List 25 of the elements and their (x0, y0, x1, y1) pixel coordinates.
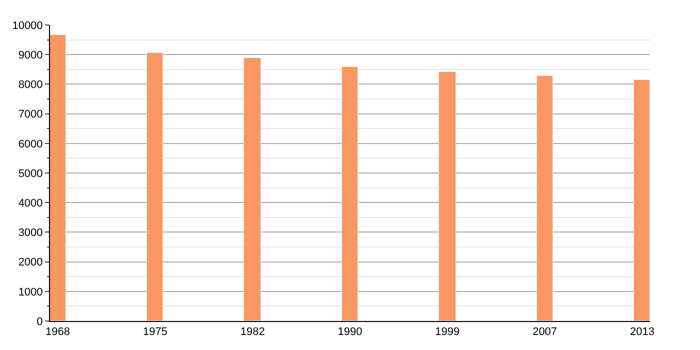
bar (634, 80, 650, 321)
x-tick-label: 1999 (435, 326, 460, 338)
x-tick-label: 1975 (142, 326, 168, 338)
y-tick-label: 8000 (18, 79, 43, 92)
x-tick-label: 2007 (532, 326, 558, 338)
y-tick-label: 5000 (18, 168, 43, 180)
y-tick-label: 10000 (12, 20, 43, 32)
y-tick-label: 0 (36, 316, 43, 328)
y-tick-label: 6000 (18, 138, 43, 150)
y-tick-label: 2000 (18, 256, 43, 269)
y-tick-label: 4000 (18, 197, 43, 210)
x-tick-label: 1968 (46, 326, 70, 338)
x-tick-label: 1982 (240, 326, 265, 338)
bar (50, 34, 66, 321)
bar (146, 52, 163, 321)
y-tick-label: 9000 (18, 49, 43, 62)
y-tick-label: 1000 (18, 286, 43, 298)
y-tick-label: 3000 (18, 227, 43, 240)
bar (536, 76, 553, 321)
bar (438, 72, 456, 321)
bar (342, 66, 358, 321)
bar (244, 58, 261, 321)
x-tick-label: 1990 (338, 326, 362, 338)
y-tick-label: 7000 (18, 108, 43, 121)
x-tick-label: 2013 (630, 326, 654, 338)
